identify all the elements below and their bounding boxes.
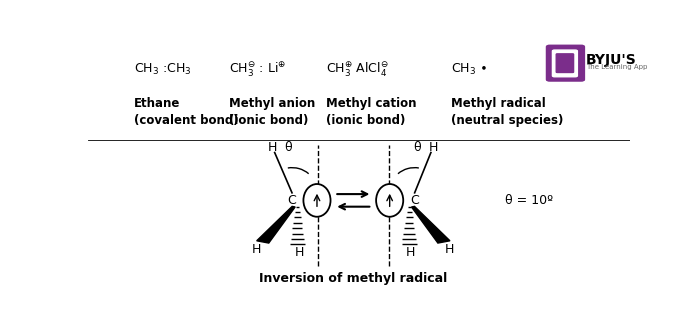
Polygon shape [412, 206, 450, 243]
Text: Inversion of methyl radical: Inversion of methyl radical [259, 272, 447, 285]
Text: Methyl cation
(ionic bond): Methyl cation (ionic bond) [326, 97, 416, 127]
Text: CH$_3^{\ominus}$ : Li$^{\oplus}$: CH$_3^{\ominus}$ : Li$^{\oplus}$ [228, 60, 286, 79]
Text: The Learning App: The Learning App [586, 64, 648, 70]
Text: C: C [410, 194, 419, 207]
Text: CH$_3$ $\bullet$: CH$_3$ $\bullet$ [451, 62, 487, 77]
Text: CH$_3^{\oplus}$ AlCl$_4^{\ominus}$: CH$_3^{\oplus}$ AlCl$_4^{\ominus}$ [326, 60, 389, 79]
Text: CH$_3$ :CH$_3$: CH$_3$ :CH$_3$ [134, 62, 191, 77]
Text: Ethane
(covalent bond): Ethane (covalent bond) [134, 97, 238, 127]
Ellipse shape [303, 184, 330, 217]
Text: H: H [252, 243, 261, 256]
Text: BYJU'S: BYJU'S [586, 53, 637, 67]
Ellipse shape [376, 184, 403, 217]
Polygon shape [257, 206, 295, 243]
Text: θ: θ [284, 141, 292, 154]
Text: H: H [429, 141, 438, 154]
FancyBboxPatch shape [547, 45, 584, 81]
Text: Methyl radical
(neutral species): Methyl radical (neutral species) [451, 97, 564, 127]
Text: H: H [295, 246, 304, 259]
FancyBboxPatch shape [556, 54, 573, 73]
Text: H: H [267, 141, 276, 154]
Text: θ = 10º: θ = 10º [505, 194, 553, 207]
Text: Methyl anion
(ionic bond): Methyl anion (ionic bond) [228, 97, 315, 127]
Text: H: H [445, 243, 454, 256]
Text: H: H [405, 246, 415, 259]
FancyBboxPatch shape [552, 50, 578, 77]
Text: C: C [288, 194, 296, 207]
Text: θ: θ [413, 141, 421, 154]
